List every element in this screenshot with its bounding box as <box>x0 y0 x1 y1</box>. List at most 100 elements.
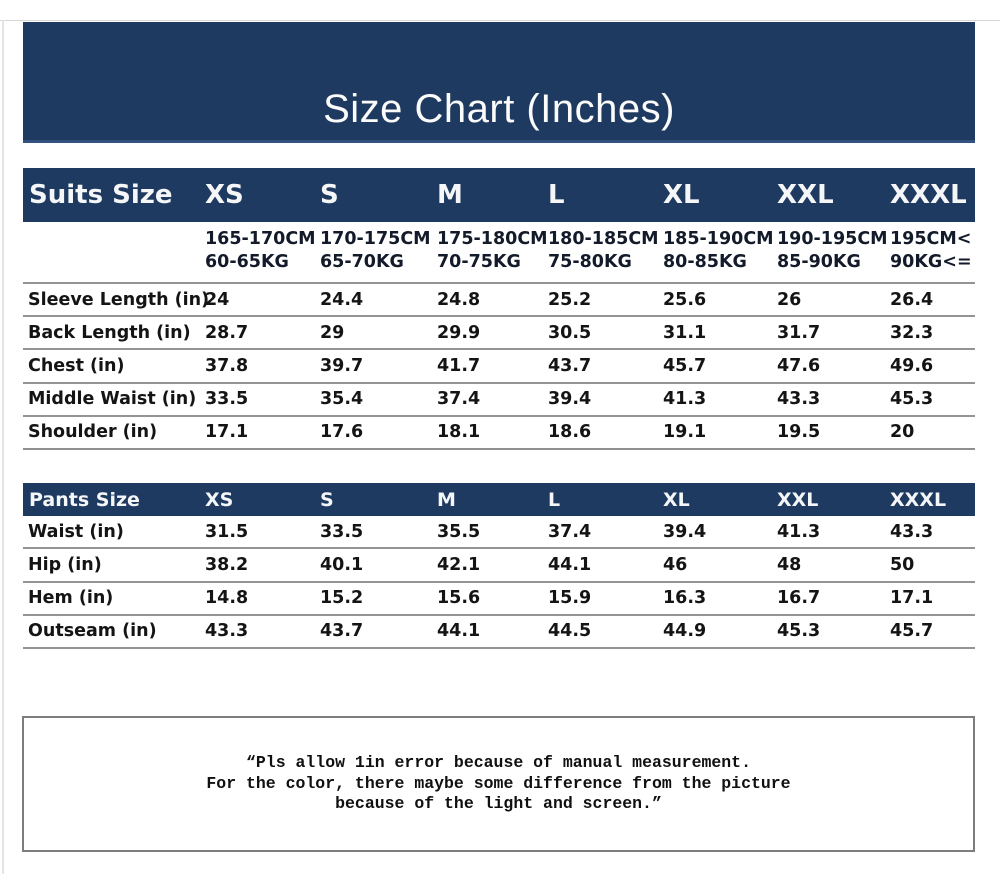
height-range: 170-175CM <box>320 229 431 249</box>
measurement-value: 24 <box>205 289 230 310</box>
height-range: 165-170CM <box>205 229 316 249</box>
height-weight-range: 195CM< 90KG<= <box>890 228 975 274</box>
measurement-value: 37.8 <box>205 355 249 376</box>
top-divider-line <box>0 20 1000 21</box>
pants-size-table: Pants Size XS S M L XL XXL XXXL Waist (in) 31.5 3… <box>23 483 975 649</box>
size-column-header: L <box>548 488 561 511</box>
measurement-value: 37.4 <box>548 521 592 542</box>
pants-table-header-row: Pants Size XS S M L XL XXL XXXL <box>23 483 975 516</box>
measurement-value: 24.4 <box>320 289 364 310</box>
row-label: Hip (in) <box>28 554 102 575</box>
measurement-value: 30.5 <box>548 322 592 343</box>
size-column-header: XL <box>663 488 690 511</box>
note-line: For the color, there maybe some differen… <box>206 773 791 793</box>
measurement-value: 17.6 <box>320 422 364 443</box>
height-range: 175-180CM <box>437 229 548 249</box>
weight-range: 65-70KG <box>320 252 404 272</box>
left-divider-line <box>2 20 4 874</box>
table-row: Middle Waist (in) 33.5 35.4 37.4 39.4 41.3 43.… <box>23 381 975 415</box>
measurement-value: 41.7 <box>437 355 481 376</box>
row-label: Hem (in) <box>28 588 114 609</box>
table-row: Waist (in) 31.5 33.5 35.5 37.4 39.4 41.3 43.3 <box>23 516 975 550</box>
measurement-value: 18.6 <box>548 422 592 443</box>
measurement-value: 44.1 <box>548 554 592 575</box>
note-box: “Pls allow 1in error because of manual m… <box>22 716 975 852</box>
table-row: Outseam (in) 43.3 43.7 44.1 44.5 44.9 45.3 45.7 <box>23 616 975 649</box>
measurement-value: 19.1 <box>663 422 707 443</box>
note-line: because of the light and screen.” <box>335 794 662 814</box>
measurement-value: 45.3 <box>777 621 821 642</box>
measurement-value: 26 <box>777 289 802 310</box>
measurement-value: 24.8 <box>437 289 481 310</box>
suits-table-header-row: Suits Size XS S M L XL XXL XXXL <box>23 168 975 222</box>
measurement-value: 17.1 <box>205 422 249 443</box>
measurement-value: 25.2 <box>548 289 592 310</box>
measurement-value: 39.4 <box>548 389 592 410</box>
measurement-value: 33.5 <box>320 521 364 542</box>
measurement-value: 25.6 <box>663 289 707 310</box>
table-row: Chest (in) 37.8 39.7 41.7 43.7 45.7 47.6 49.6 <box>23 348 975 381</box>
weight-range: 85-90KG <box>777 252 861 272</box>
measurement-value: 37.4 <box>437 389 481 410</box>
size-column-header: XXXL <box>890 180 967 210</box>
measurement-value: 35.5 <box>437 521 481 542</box>
row-label: Sleeve Length (in) <box>28 289 210 310</box>
measurement-value: 15.2 <box>320 588 364 609</box>
title-banner: Size Chart (Inches) <box>23 22 975 143</box>
measurement-value: 29 <box>320 322 345 343</box>
height-weight-range: 190-195CM 85-90KG <box>777 228 890 274</box>
height-weight-range: 170-175CM 65-70KG <box>320 228 437 274</box>
measurement-value: 44.1 <box>437 621 481 642</box>
size-column-header: L <box>548 180 565 210</box>
measurement-value: 50 <box>890 554 915 575</box>
measurement-value: 44.9 <box>663 621 707 642</box>
table-row: Back Length (in) 28.7 29 29.9 30.5 31.1 31.7 32… <box>23 315 975 348</box>
measurement-value: 44.5 <box>548 621 592 642</box>
measurement-value: 16.7 <box>777 588 821 609</box>
measurement-value: 31.7 <box>777 322 821 343</box>
height-weight-range: 165-170CM 60-65KG <box>205 228 320 274</box>
measurement-value: 18.1 <box>437 422 481 443</box>
measurement-value: 42.1 <box>437 554 481 575</box>
measurement-value: 33.5 <box>205 389 249 410</box>
measurement-value: 41.3 <box>777 521 821 542</box>
table-title: Suits Size <box>29 180 173 210</box>
table-row: Hip (in) 38.2 40.1 42.1 44.1 46 48 50 <box>23 549 975 583</box>
measurement-value: 14.8 <box>205 588 249 609</box>
height-weight-range: 180-185CM 75-80KG <box>548 228 663 274</box>
measurement-value: 28.7 <box>205 322 249 343</box>
measurement-value: 15.6 <box>437 588 481 609</box>
weight-range: 90KG<= <box>890 252 972 272</box>
measurement-value: 43.3 <box>890 521 934 542</box>
measurement-value: 16.3 <box>663 588 707 609</box>
height-weight-range: 175-180CM 70-75KG <box>437 228 548 274</box>
size-column-header: XS <box>205 180 244 210</box>
row-label: Shoulder (in) <box>28 422 158 443</box>
measurement-value: 20 <box>890 422 915 443</box>
measurement-value: 45.7 <box>663 355 707 376</box>
measurement-value: 19.5 <box>777 422 821 443</box>
table-row: Shoulder (in) 17.1 17.6 18.1 18.6 19.1 19.5 20 <box>23 414 975 448</box>
measurement-value: 43.7 <box>548 355 592 376</box>
measurement-value: 43.3 <box>205 621 249 642</box>
row-label: Back Length (in) <box>28 322 191 343</box>
size-column-header: XXL <box>777 180 834 210</box>
measurement-value: 17.1 <box>890 588 934 609</box>
measurement-value: 43.7 <box>320 621 364 642</box>
measurement-value: 32.3 <box>890 322 934 343</box>
row-label: Waist (in) <box>28 521 124 542</box>
measurement-value: 35.4 <box>320 389 364 410</box>
weight-range: 70-75KG <box>437 252 521 272</box>
weight-range: 75-80KG <box>548 252 632 272</box>
size-column-header: XL <box>663 180 700 210</box>
suits-table-body: Sleeve Length (in) 24 24.4 24.8 25.2 25.6 26 26… <box>23 282 975 448</box>
size-column-header: XXXL <box>890 488 947 511</box>
size-column-header: M <box>437 488 456 511</box>
measurement-value: 39.4 <box>663 521 707 542</box>
table-row: Sleeve Length (in) 24 24.4 24.8 25.2 25.6 26 26… <box>23 282 975 315</box>
table-row: Hem (in) 14.8 15.2 15.6 15.9 16.3 16.7 17.1 <box>23 583 975 616</box>
measurement-value: 40.1 <box>320 554 364 575</box>
table-title: Pants Size <box>29 488 140 511</box>
height-range: 185-190CM <box>663 229 774 249</box>
